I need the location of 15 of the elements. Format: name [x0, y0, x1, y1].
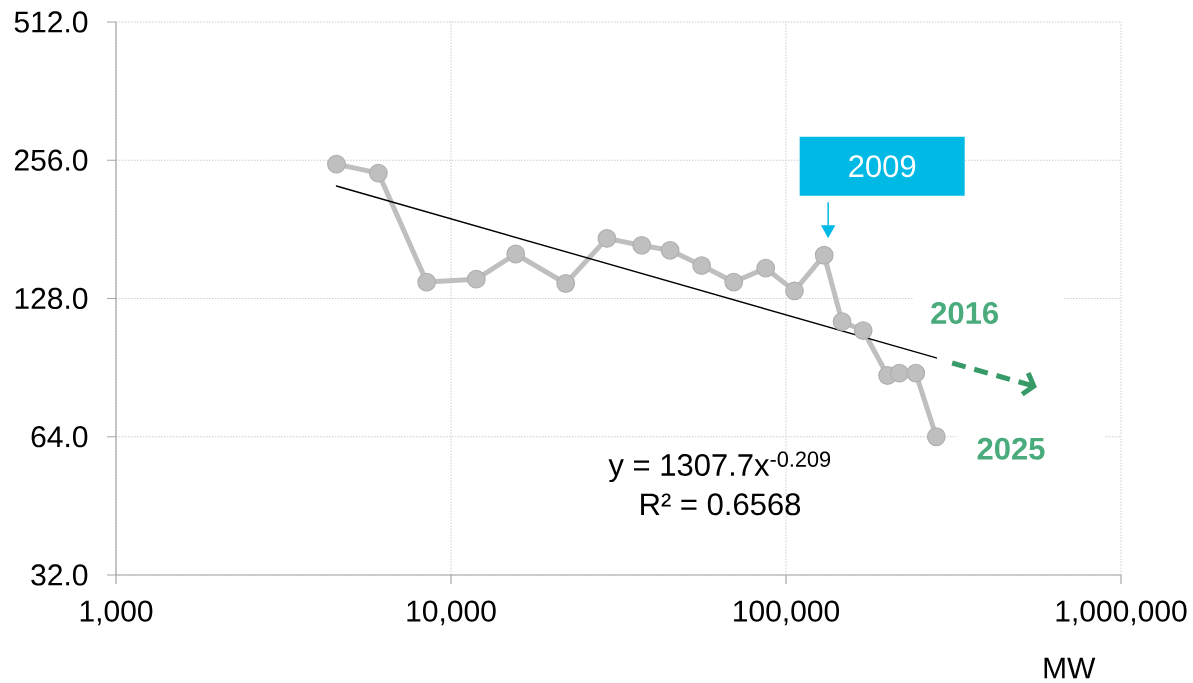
y-tick-label: 32.0 [31, 564, 88, 586]
x-tick-label: 1,000,000 [1056, 600, 1187, 626]
x-axis-title: MW [1044, 657, 1096, 679]
annotation: 2016 [931, 302, 998, 324]
annotation: y = 1307.7x$^{-0.209}$ [608, 451, 831, 483]
x-tick-label: 100,000 [734, 600, 840, 626]
y-tick-label: 64.0 [31, 426, 88, 448]
x-tick-label: 1,000 [80, 600, 153, 626]
x-tick-label: 10,000 [407, 600, 496, 626]
y-tick-label: 512.0 [14, 11, 88, 33]
y-tick-label: 256.0 [14, 149, 88, 171]
annotation: 2009 [849, 155, 916, 178]
annotation: 2025 [977, 437, 1045, 460]
annotation: R² = 0.6568 [641, 493, 801, 516]
y-tick-label: 128.0 [15, 287, 88, 310]
